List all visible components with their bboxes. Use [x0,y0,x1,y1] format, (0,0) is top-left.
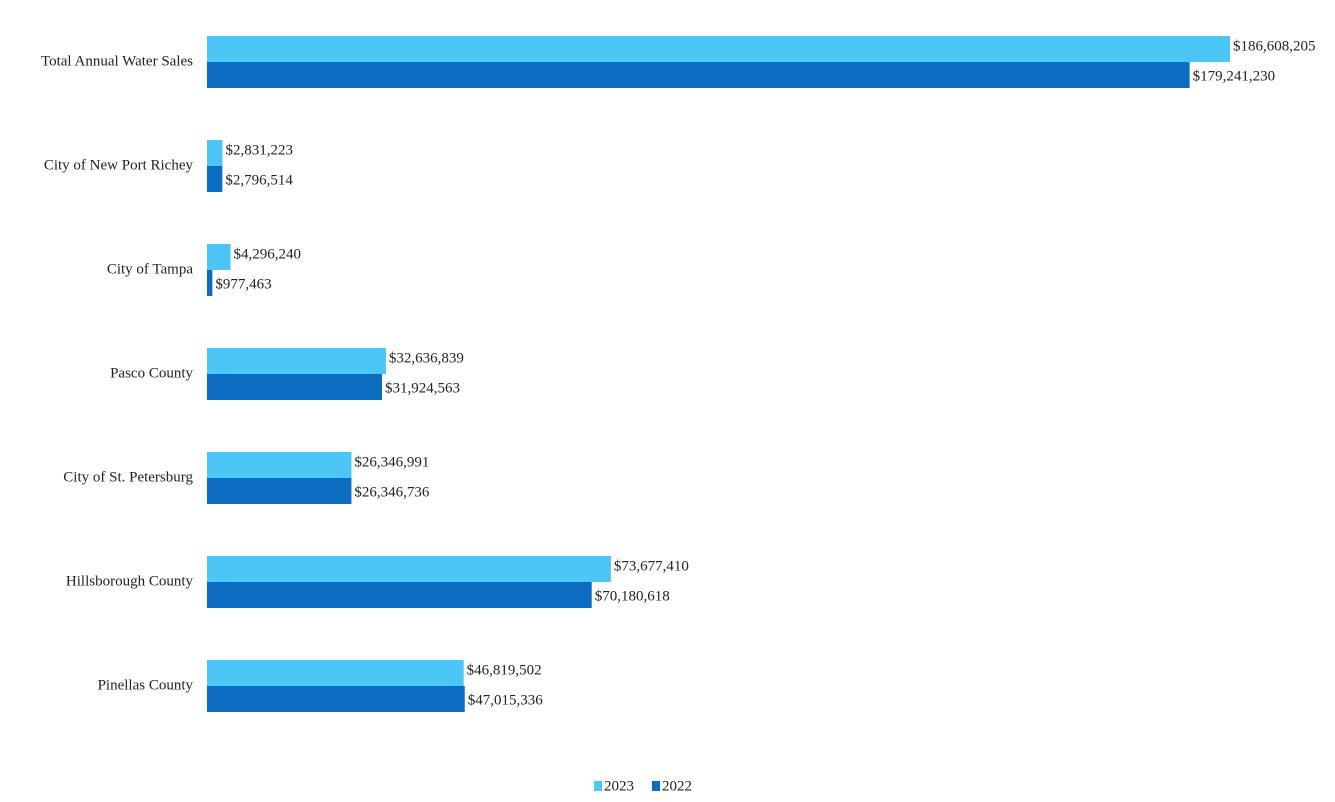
legend-label: 2022 [662,778,692,794]
category-label: Pinellas County [98,677,194,693]
data-label: $26,346,736 [354,484,430,500]
data-label: $70,180,618 [595,588,670,604]
data-label: $32,636,839 [389,350,464,366]
data-label: $73,677,410 [614,558,689,574]
category-label: City of St. Petersburg [63,469,193,485]
legend-swatch [652,781,660,791]
data-label: $977,463 [215,276,271,292]
bar [207,140,223,166]
data-label: $2,831,223 [226,142,294,158]
data-label: $4,296,240 [234,246,302,262]
category-label: Hillsborough County [66,573,194,589]
bar [207,660,464,686]
data-label: $26,346,991 [354,454,429,470]
bar [207,374,383,400]
bar [207,62,1190,88]
data-label: $47,015,336 [468,692,544,708]
category-label: Total Annual Water Sales [41,53,193,69]
bar [207,36,1230,62]
bar [207,166,223,192]
bar [207,452,352,478]
data-label: $46,819,502 [467,662,542,678]
data-label: $179,241,230 [1193,68,1276,84]
legend-swatch [594,781,602,791]
category-label: Pasco County [110,365,193,381]
bar [207,270,213,296]
bar [207,582,592,608]
data-label: $31,924,563 [385,380,460,396]
bar [207,244,231,270]
category-label: City of New Port Richey [44,157,194,173]
bar [207,348,386,374]
legend-label: 2023 [604,778,634,794]
category-label: City of Tampa [107,261,194,277]
data-label: $2,796,514 [225,172,293,188]
bar [207,556,611,582]
bar [207,478,352,504]
data-label: $186,608,205 [1233,38,1316,54]
bar [207,686,465,712]
